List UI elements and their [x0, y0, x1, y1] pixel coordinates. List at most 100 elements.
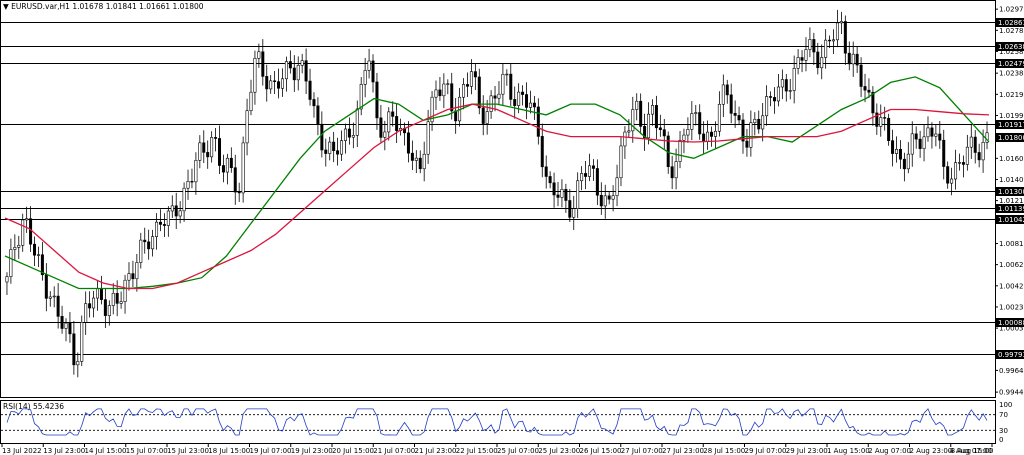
rsi-line[interactable]: [6, 408, 988, 436]
candle-body: [584, 173, 588, 177]
candle-body: [895, 148, 899, 154]
symbol-header-text: EURUSD.var,H1 1.01678 1.01841 1.01661 1.…: [11, 2, 204, 11]
candle-body: [812, 39, 816, 53]
candle-body: [954, 162, 958, 180]
candle-body: [914, 133, 918, 140]
candle-body: [792, 68, 796, 91]
horizontal-levels: [1, 22, 995, 355]
candle-body: [355, 108, 359, 136]
current-price-bg: [996, 133, 1024, 142]
candle-body: [536, 106, 540, 137]
candle-body: [729, 94, 733, 114]
time-tick-label: 2 Aug 23:00: [910, 447, 953, 455]
candle-body: [879, 117, 883, 127]
candle-body: [635, 100, 639, 110]
candle-body: [580, 173, 584, 182]
candle-body: [88, 303, 92, 309]
time-tick-label: 26 Jul 15:00: [580, 447, 622, 455]
candle-body: [887, 117, 891, 141]
candle-body: [273, 80, 277, 82]
candle-body: [599, 194, 603, 207]
candle-body: [127, 273, 131, 281]
level-label: 0.99793: [998, 351, 1024, 359]
candle-body: [312, 99, 316, 107]
candle-body: [477, 76, 481, 109]
time-tick-label: 3 Aug 15:00: [951, 447, 994, 455]
moving-average-line-1[interactable]: [4, 103, 990, 290]
candle-body: [233, 167, 237, 193]
candle-body: [745, 140, 749, 148]
candle-body: [843, 21, 847, 54]
candle-body: [107, 305, 111, 316]
candle-body: [214, 137, 218, 139]
candle-body: [277, 81, 281, 89]
candle-body: [111, 292, 115, 306]
header-arrow-icon[interactable]: ▼: [3, 2, 9, 11]
time-tick-label: 1 Aug 15:00: [827, 447, 870, 455]
time-tick-label: 19 Jul 23:00: [291, 447, 333, 455]
candle-body: [280, 78, 284, 89]
candle-body: [36, 254, 40, 256]
rsi-scale-label: 30: [999, 427, 1008, 435]
price-tick-label: 1.00230: [999, 303, 1024, 311]
candle-body: [332, 141, 336, 152]
candle-body: [465, 84, 469, 87]
candle-body: [178, 210, 182, 217]
candle-body: [151, 236, 155, 250]
time-tick-label: 20 Jul 15:00: [332, 447, 374, 455]
candle-body: [406, 132, 410, 154]
price-tick-label: 1.02975: [999, 6, 1024, 14]
price-tick-label: 1.00425: [999, 282, 1024, 290]
candle-body: [816, 51, 820, 69]
candle-body: [304, 60, 308, 82]
candle-body: [969, 136, 973, 148]
candle-body: [603, 195, 607, 207]
candle-body: [99, 288, 103, 300]
candle-body: [922, 136, 926, 149]
candle-body: [934, 133, 938, 137]
candle-body: [336, 150, 340, 155]
moving-average-line-0[interactable]: [4, 76, 990, 290]
price-axis[interactable]: 1.02975 1.02780 1.02585 1.02385 1.02190 1.019…: [995, 6, 1024, 397]
time-axis[interactable]: 13 Jul 2022 13 Jul 23:00 14 Jul 15:00 15 Ju…: [1, 444, 994, 455]
candle-body: [72, 333, 76, 366]
candle-body: [623, 131, 627, 147]
level-label: 1.02638: [998, 43, 1024, 51]
candle-body: [25, 218, 29, 221]
level-label: 1.02479: [998, 60, 1024, 68]
candle-body: [757, 118, 761, 130]
candle-body: [521, 91, 525, 95]
time-tick-label: 15 Jul 23:00: [167, 447, 209, 455]
candle-body: [68, 322, 72, 335]
candle-body: [552, 182, 556, 196]
candle-body: [938, 133, 942, 141]
candle-body: [328, 141, 332, 154]
candle-body: [749, 122, 753, 148]
candle-body: [300, 60, 304, 66]
candle-body: [9, 249, 13, 277]
candle-body: [139, 239, 143, 263]
current-price-label: 1.01800: [998, 134, 1024, 142]
price-tick-label: 1.00815: [999, 240, 1024, 248]
level-label: 1.01300: [998, 188, 1024, 196]
candle-body: [619, 145, 623, 179]
candle-body: [804, 49, 808, 61]
candle-body: [123, 279, 127, 302]
candle-body: [509, 73, 513, 100]
candle-body: [957, 162, 961, 164]
time-tick-label: 25 Jul 07:00: [497, 447, 539, 455]
rsi-scale-label: 0: [999, 436, 1003, 444]
candle-body: [174, 205, 178, 217]
candle-body: [706, 131, 710, 142]
candle-body: [324, 149, 328, 154]
price-tick-label: 1.01405: [999, 176, 1024, 184]
time-tick-label: 25 Jul 23:00: [538, 447, 580, 455]
candle-body: [347, 128, 351, 138]
time-tick-label: 21 Jul 07:00: [373, 447, 415, 455]
candle-body: [871, 91, 875, 114]
candle-body: [95, 288, 99, 299]
candle-body: [851, 53, 855, 65]
level-label-bg: [996, 18, 1024, 27]
